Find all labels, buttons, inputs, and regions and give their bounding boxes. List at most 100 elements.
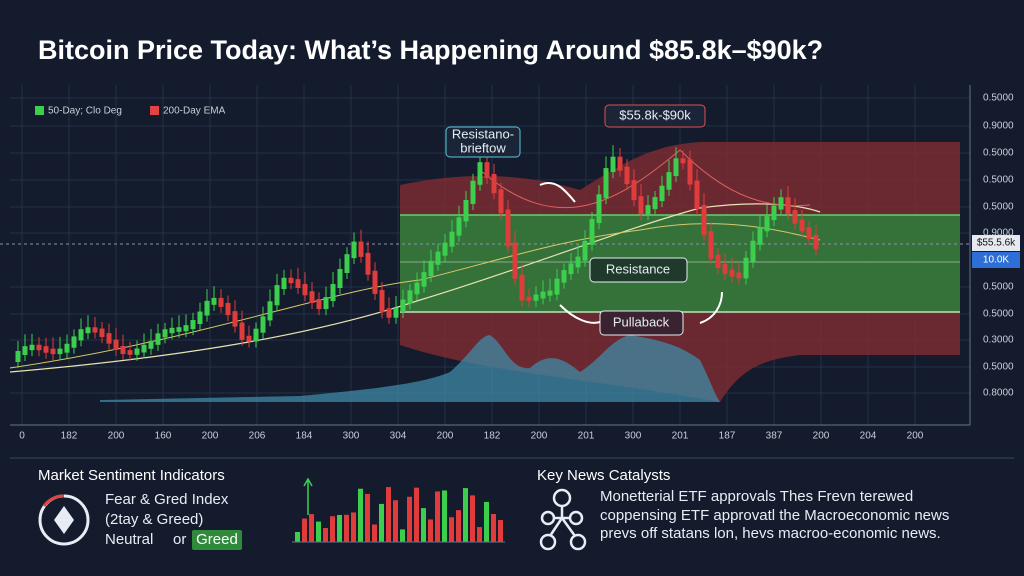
candle-body bbox=[414, 282, 420, 295]
candle-body bbox=[71, 336, 77, 348]
candle-body bbox=[624, 166, 630, 185]
candle-body bbox=[666, 172, 672, 190]
sentiment-text: Fear & Gred Index bbox=[105, 491, 229, 508]
sentiment-bar bbox=[309, 514, 314, 542]
sentiment-bar bbox=[421, 508, 426, 542]
candle-body bbox=[232, 311, 238, 327]
y-tick-label: 0.3000 bbox=[983, 335, 1014, 346]
sentiment-bar bbox=[435, 491, 440, 542]
y-tick-label: 0.5000 bbox=[983, 309, 1014, 320]
candle-body bbox=[92, 327, 98, 333]
candle-body bbox=[750, 240, 756, 262]
sentiment-bar bbox=[428, 519, 433, 542]
news-text: Monetterial ETF approvals Thes Frevn ter… bbox=[600, 488, 913, 505]
candle-body bbox=[442, 242, 448, 256]
x-tick-label: 206 bbox=[249, 431, 266, 442]
candle-body bbox=[295, 279, 301, 288]
candle-body bbox=[162, 329, 168, 338]
candle-body bbox=[715, 254, 721, 268]
candle-body bbox=[456, 217, 462, 236]
candle-body bbox=[43, 346, 49, 353]
candle-body bbox=[778, 197, 784, 210]
candle-body bbox=[253, 328, 259, 342]
candle-body bbox=[582, 240, 588, 261]
section-title: Key News Catalysts bbox=[537, 467, 670, 484]
title: Bitcoin Price Today: What’s Happening Ar… bbox=[38, 35, 823, 65]
candle-body bbox=[561, 270, 567, 283]
arrow bbox=[303, 477, 313, 515]
candle-body bbox=[316, 299, 322, 310]
sentiment-bar bbox=[330, 516, 335, 542]
candle-body bbox=[22, 346, 28, 356]
sentiment-bar bbox=[456, 510, 461, 542]
candle-body bbox=[274, 285, 280, 306]
candle-body bbox=[491, 174, 497, 194]
candle-body bbox=[155, 333, 161, 345]
sentiment-bar bbox=[498, 520, 503, 542]
sentiment-bar bbox=[449, 517, 454, 542]
sentiment-text: (2tay & Greed) bbox=[105, 511, 203, 528]
candle-body bbox=[113, 339, 119, 350]
price-tag-label: 10.0K bbox=[983, 255, 1009, 266]
y-tick-label: 0.5000 bbox=[983, 282, 1014, 293]
candle-body bbox=[358, 241, 364, 257]
candle-body bbox=[85, 327, 91, 334]
ema-line bbox=[479, 149, 811, 209]
candle-body bbox=[379, 289, 385, 313]
candle-body bbox=[176, 327, 182, 332]
candle-body bbox=[463, 199, 469, 222]
candle-body bbox=[505, 209, 511, 247]
candle-body bbox=[400, 299, 406, 312]
candle-body bbox=[484, 162, 490, 179]
candle-body bbox=[708, 231, 714, 259]
sentiment-bars bbox=[292, 487, 505, 543]
candle-body bbox=[736, 272, 742, 279]
price-tag bbox=[972, 252, 1020, 268]
sentiment-bar bbox=[302, 518, 307, 542]
candle-body bbox=[190, 320, 196, 330]
annotation: Resistance bbox=[606, 261, 670, 276]
candle-body bbox=[225, 302, 231, 316]
candle-body bbox=[470, 180, 476, 204]
news-text: prevs off statans lon, hevs macroo-econo… bbox=[600, 525, 941, 542]
x-tick-label: 201 bbox=[578, 431, 595, 442]
candle-body bbox=[547, 290, 553, 296]
candle-body bbox=[78, 329, 84, 341]
candle-body bbox=[393, 307, 399, 318]
candle-body bbox=[575, 256, 581, 268]
candle-body bbox=[407, 290, 413, 304]
candle-body bbox=[344, 254, 350, 274]
annotation-box bbox=[604, 104, 706, 128]
candle-body bbox=[29, 344, 35, 351]
candle-body bbox=[652, 197, 658, 210]
candle-body bbox=[764, 216, 770, 232]
candle-body bbox=[57, 348, 63, 355]
candle-body bbox=[64, 343, 70, 353]
x-tick-label: 182 bbox=[484, 431, 501, 442]
candle-body bbox=[337, 269, 343, 289]
candle-body bbox=[302, 283, 308, 296]
candle-body bbox=[533, 294, 539, 301]
x-tick-label: 200 bbox=[907, 431, 924, 442]
candle-body bbox=[687, 159, 693, 185]
candle-body bbox=[288, 277, 294, 284]
annotation: Pullaback bbox=[613, 314, 670, 329]
candle-body bbox=[141, 344, 147, 353]
x-tick-label: 200 bbox=[531, 431, 548, 442]
x-tick-label: 300 bbox=[343, 431, 360, 442]
annotation: Resistano- bbox=[452, 126, 514, 141]
annotation-box bbox=[589, 257, 688, 283]
candles bbox=[15, 145, 819, 368]
annotation: $55.8k-$90k bbox=[619, 107, 691, 122]
arrow bbox=[559, 304, 601, 324]
legend-swatch bbox=[150, 106, 159, 115]
candle-body bbox=[260, 316, 266, 333]
candle-body bbox=[36, 344, 42, 351]
sentiment-bar bbox=[393, 500, 398, 542]
x-tick-label: 304 bbox=[390, 431, 407, 442]
candle-body bbox=[421, 272, 427, 287]
candle-body bbox=[183, 325, 189, 332]
gauge-icon bbox=[42, 494, 65, 507]
candle-body bbox=[568, 263, 574, 275]
sentiment-bar bbox=[379, 503, 384, 542]
